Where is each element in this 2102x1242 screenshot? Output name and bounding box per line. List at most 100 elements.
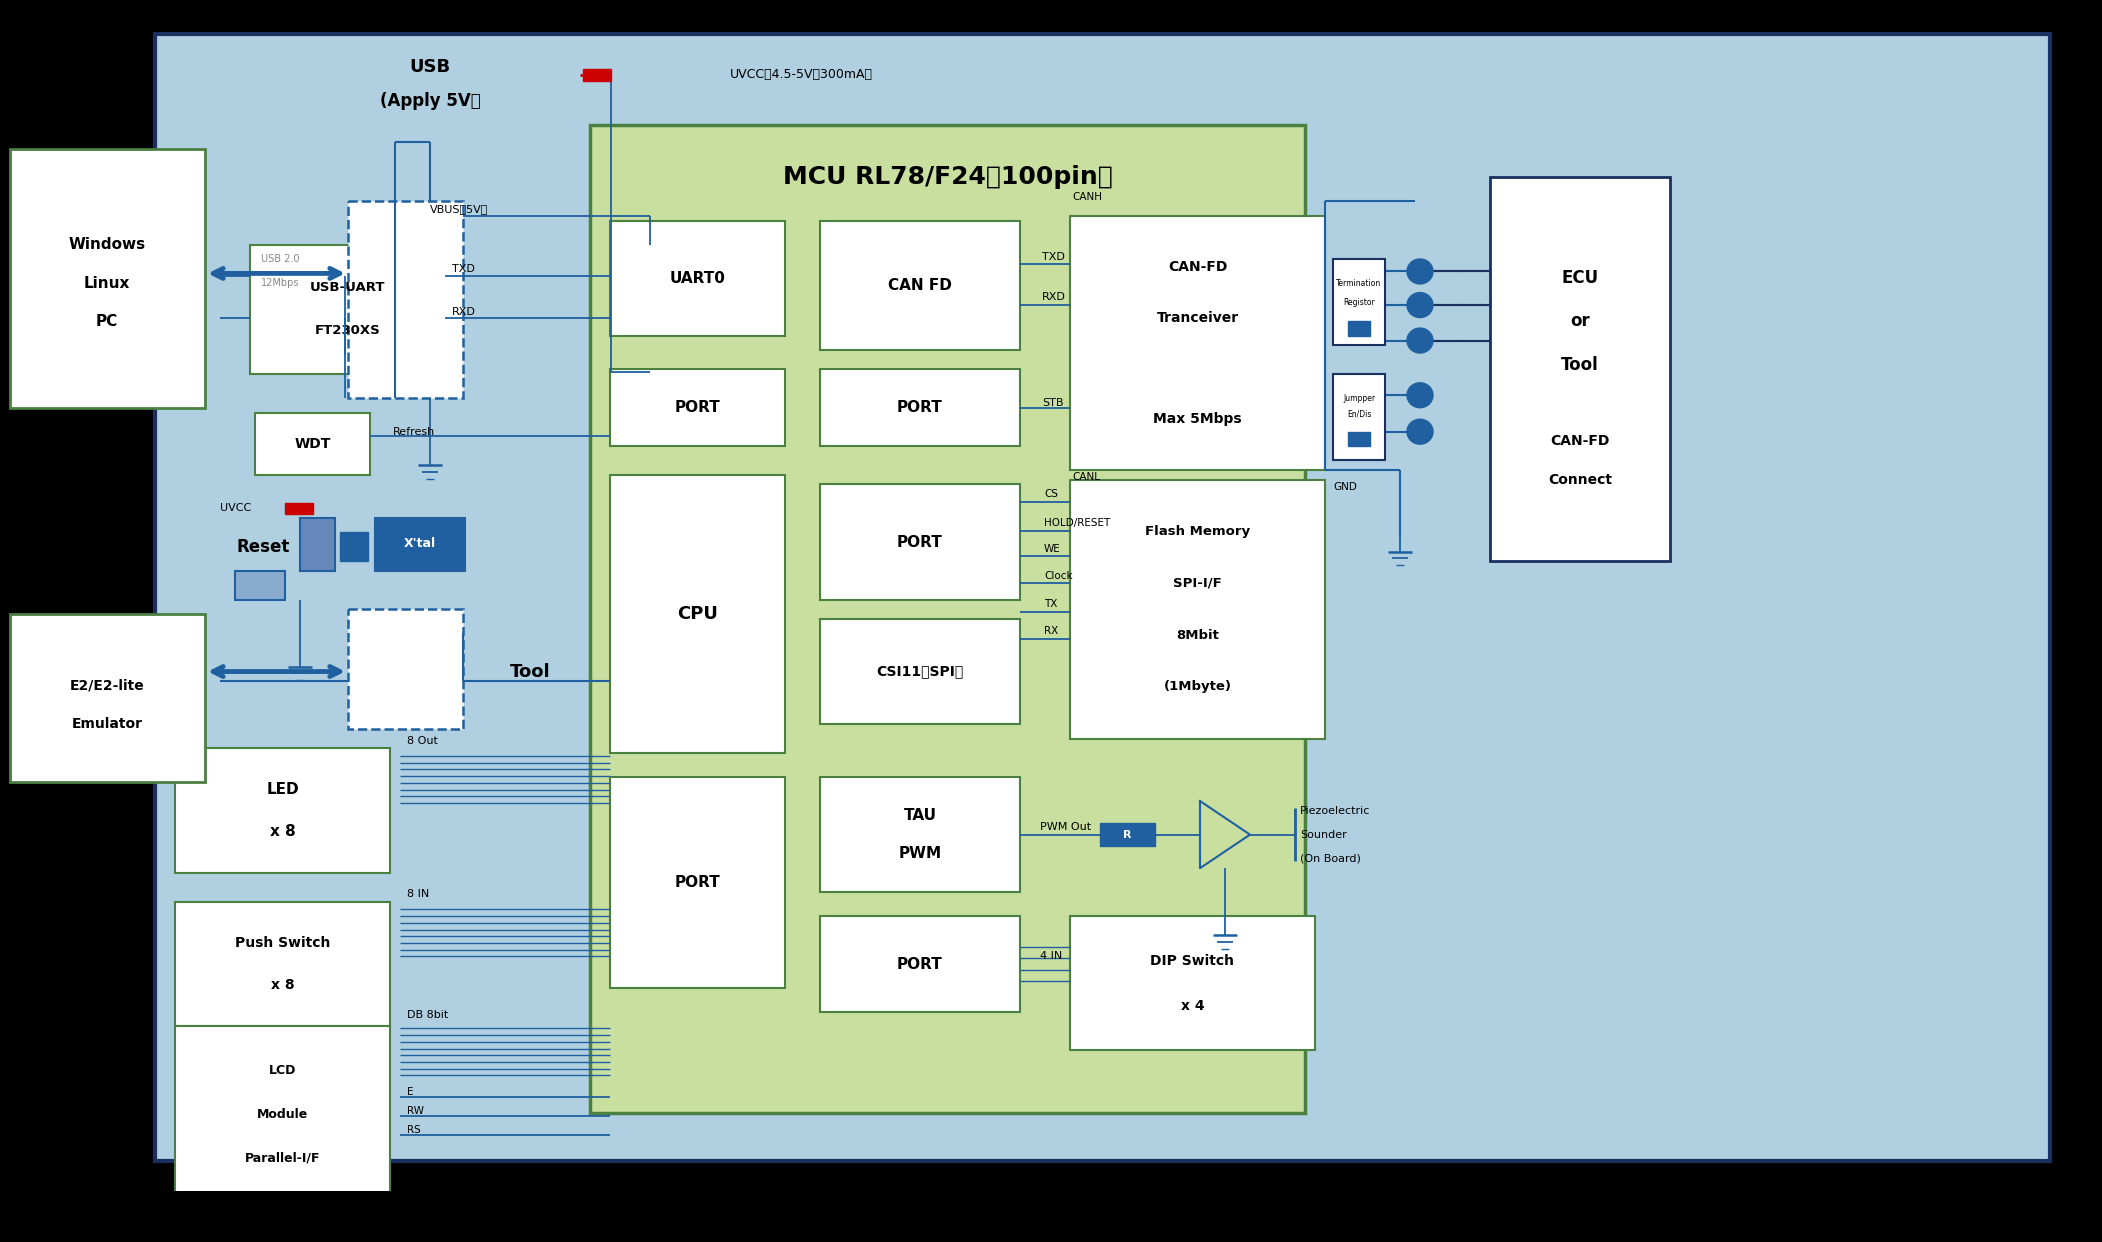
Text: FT230XS: FT230XS (315, 324, 380, 338)
FancyBboxPatch shape (582, 70, 612, 81)
Text: Parallel-I/F: Parallel-I/F (244, 1151, 320, 1165)
Text: CPU: CPU (677, 605, 719, 623)
Text: (On Board): (On Board) (1299, 853, 1360, 863)
Text: PWM Out: PWM Out (1040, 822, 1091, 832)
FancyBboxPatch shape (1490, 178, 1669, 561)
Text: TAU: TAU (904, 809, 937, 823)
Text: Max 5Mbps: Max 5Mbps (1154, 412, 1242, 426)
Text: PORT: PORT (675, 400, 721, 415)
Text: CANH: CANH (1072, 191, 1101, 201)
Text: Sounder: Sounder (1299, 830, 1347, 840)
Text: CAN-FD: CAN-FD (1169, 260, 1228, 273)
FancyBboxPatch shape (1347, 432, 1371, 446)
FancyBboxPatch shape (286, 503, 313, 514)
Text: X'tal: X'tal (404, 538, 435, 550)
FancyBboxPatch shape (174, 748, 391, 873)
FancyBboxPatch shape (820, 369, 1019, 446)
FancyBboxPatch shape (1333, 374, 1385, 461)
Text: x 8: x 8 (269, 823, 296, 838)
Text: 12Mbps: 12Mbps (261, 278, 298, 288)
FancyBboxPatch shape (610, 777, 784, 989)
Text: (1Mbyte): (1Mbyte) (1165, 681, 1232, 693)
Text: DB 8bit: DB 8bit (408, 1010, 448, 1020)
Text: STB: STB (1043, 397, 1064, 407)
Text: Tranceiver: Tranceiver (1156, 310, 1238, 324)
Text: 16 x 2: 16 x 2 (261, 1240, 305, 1242)
Text: UVCC（4.5-5V～300mA）: UVCC（4.5-5V～300mA） (729, 68, 872, 81)
Text: (Apply 5V）: (Apply 5V） (380, 92, 481, 109)
Text: RS: RS (408, 1125, 420, 1135)
Text: WE: WE (1045, 544, 1062, 554)
Text: USB: USB (410, 58, 450, 76)
Text: HOLD/RESET: HOLD/RESET (1045, 518, 1110, 528)
Text: USB-UART: USB-UART (309, 281, 385, 294)
Text: 8 Out: 8 Out (408, 735, 437, 745)
FancyBboxPatch shape (610, 369, 784, 446)
Text: Push Switch: Push Switch (235, 936, 330, 950)
Text: 4 IN: 4 IN (1040, 951, 1062, 961)
Text: R: R (1122, 830, 1131, 840)
Text: UART0: UART0 (671, 271, 725, 286)
FancyBboxPatch shape (254, 412, 370, 474)
Text: Tool: Tool (509, 662, 551, 681)
Text: Emulator: Emulator (71, 718, 143, 732)
Text: LCD: LCD (269, 1064, 296, 1077)
Text: VBUS（5V）: VBUS（5V） (431, 204, 488, 214)
Text: E: E (408, 1087, 414, 1097)
Text: CSI11（SPI）: CSI11（SPI） (877, 664, 963, 678)
Text: USB 2.0: USB 2.0 (261, 255, 298, 265)
Text: En/Dis: En/Dis (1347, 410, 1371, 419)
Text: MCU RL78/F24（100pin）: MCU RL78/F24（100pin） (782, 165, 1112, 190)
Circle shape (1406, 328, 1434, 353)
FancyBboxPatch shape (11, 149, 206, 407)
Text: x 8: x 8 (271, 977, 294, 992)
Text: E2/E2-lite: E2/E2-lite (69, 679, 145, 693)
FancyBboxPatch shape (156, 34, 2049, 1161)
FancyBboxPatch shape (820, 777, 1019, 892)
FancyBboxPatch shape (820, 221, 1019, 350)
Text: 8Mbit: 8Mbit (1175, 628, 1219, 642)
FancyBboxPatch shape (591, 124, 1305, 1113)
FancyBboxPatch shape (820, 619, 1019, 724)
Text: LED: LED (267, 782, 298, 797)
Text: PORT: PORT (898, 534, 944, 549)
Text: TXD: TXD (452, 263, 475, 273)
FancyBboxPatch shape (349, 609, 462, 729)
Text: DIP Switch: DIP Switch (1150, 954, 1234, 968)
Text: PWM: PWM (898, 846, 942, 861)
Text: RW: RW (408, 1105, 425, 1115)
FancyBboxPatch shape (610, 474, 784, 753)
Text: ECU: ECU (1562, 270, 1598, 287)
FancyBboxPatch shape (1070, 917, 1316, 1051)
Circle shape (1406, 420, 1434, 445)
Text: Charactor: Charactor (248, 1196, 317, 1208)
Circle shape (1406, 383, 1434, 407)
FancyBboxPatch shape (349, 201, 462, 399)
Text: PC: PC (97, 314, 118, 329)
Text: x 4: x 4 (1181, 999, 1204, 1012)
Text: RXD: RXD (1043, 292, 1066, 302)
Text: 8 IN: 8 IN (408, 889, 429, 899)
Text: Connect: Connect (1547, 473, 1612, 487)
FancyBboxPatch shape (374, 518, 465, 571)
FancyBboxPatch shape (174, 1026, 391, 1242)
Text: or: or (1570, 313, 1589, 330)
FancyBboxPatch shape (174, 902, 391, 1026)
FancyBboxPatch shape (820, 484, 1019, 600)
Text: Piezoelectric: Piezoelectric (1299, 806, 1371, 816)
FancyBboxPatch shape (301, 518, 334, 571)
Text: SPI-I/F: SPI-I/F (1173, 576, 1221, 590)
Text: Clock: Clock (1045, 570, 1072, 580)
Text: WDT: WDT (294, 437, 330, 451)
Circle shape (1406, 260, 1434, 284)
Text: CS: CS (1045, 489, 1057, 499)
Text: CANL: CANL (1072, 472, 1099, 482)
Text: RX: RX (1045, 626, 1057, 636)
FancyBboxPatch shape (1070, 216, 1324, 469)
FancyBboxPatch shape (610, 221, 784, 335)
FancyBboxPatch shape (1347, 322, 1371, 335)
Text: TXD: TXD (1043, 252, 1066, 262)
Text: GND: GND (1333, 482, 1358, 492)
Text: Jumpper: Jumpper (1343, 394, 1375, 402)
Text: CAN FD: CAN FD (887, 278, 952, 293)
